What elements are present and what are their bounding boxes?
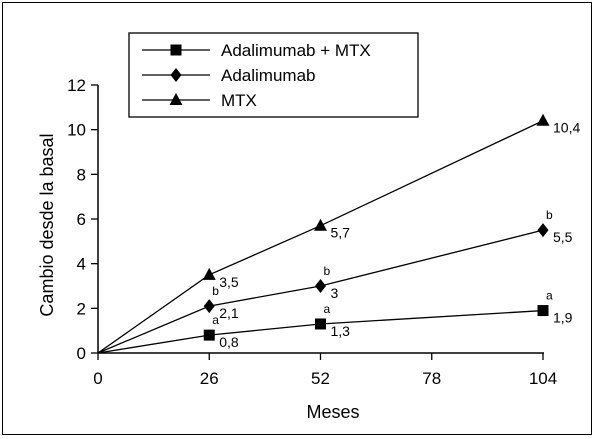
y-tick-label: 0 [77, 344, 86, 363]
data-point-mtx [202, 267, 216, 280]
y-tick-label: 6 [77, 210, 86, 229]
significance-label-adalimumab-mtx: a [212, 313, 219, 327]
x-tick-label: 26 [200, 369, 219, 388]
data-label-adalimumab: 2,1 [219, 305, 239, 321]
legend-label-adalimumab-mtx: Adalimumab + MTX [221, 41, 371, 60]
data-point-adalimumab-mtx [315, 318, 326, 330]
legend-marker-mtx [169, 93, 183, 105]
series-markers [202, 113, 550, 341]
significance-label-adalimumab: b [324, 264, 331, 278]
y-axis-title: Cambio desde la basal [37, 133, 57, 316]
data-point-mtx [536, 113, 550, 126]
data-label-mtx: 10,4 [553, 120, 580, 136]
legend-label-mtx: MTX [221, 91, 257, 110]
data-label-mtx: 3,5 [219, 274, 239, 290]
data-point-adalimumab [203, 299, 215, 314]
data-label-adalimumab-mtx: 0,8 [219, 334, 239, 350]
series-line-adalimumab [97, 229, 544, 354]
y-tick-label: 8 [77, 165, 86, 184]
legend-marker-adalimumab-mtx [170, 44, 182, 56]
y-tick-label: 4 [77, 255, 86, 274]
data-labels: 0,8a1,3a1,9a2,1b 3b5,5b3,55,710,4 [212, 120, 580, 350]
y-tick-label: 10 [67, 121, 86, 140]
axis-ticks: 0 26 52 78 104 0 2 4 6 8 10 12 [67, 76, 557, 388]
significance-label-adalimumab-mtx: a [324, 302, 331, 316]
legend: Adalimumab + MTX Adalimumab MTX [128, 32, 419, 118]
y-tick-label: 2 [77, 299, 86, 318]
figure-border [2, 2, 592, 435]
x-tick-label: 78 [422, 369, 441, 388]
data-label-adalimumab: 3 [331, 285, 339, 301]
data-label-adalimumab-mtx: 1,9 [553, 310, 573, 326]
x-tick-label: 52 [311, 369, 330, 388]
data-point-mtx [314, 218, 327, 231]
significance-label-adalimumab: b [546, 208, 553, 222]
data-label-adalimumab-mtx: 1,3 [331, 323, 351, 339]
x-axis-title: Meses [306, 402, 359, 422]
series-line-mtx [97, 120, 544, 354]
x-tick-label: 0 [93, 369, 102, 388]
data-point-adalimumab-mtx [537, 305, 549, 317]
data-point-adalimumab [315, 279, 326, 293]
axes [97, 85, 544, 354]
legend-label-adalimumab: Adalimumab [221, 66, 316, 85]
series-lines [97, 120, 544, 354]
series-line-adalimumab-mtx [97, 309, 544, 354]
y-tick-label: 12 [67, 76, 86, 95]
significance-label-adalimumab: b [212, 284, 219, 298]
data-point-adalimumab-mtx [203, 329, 215, 341]
x-tick-label: 104 [529, 369, 557, 388]
significance-label-adalimumab-mtx: a [546, 289, 553, 303]
data-point-adalimumab [537, 223, 549, 238]
legend-marker-adalimumab [170, 68, 182, 82]
data-label-mtx: 5,7 [331, 225, 351, 241]
data-label-adalimumab: 5,5 [553, 229, 573, 245]
